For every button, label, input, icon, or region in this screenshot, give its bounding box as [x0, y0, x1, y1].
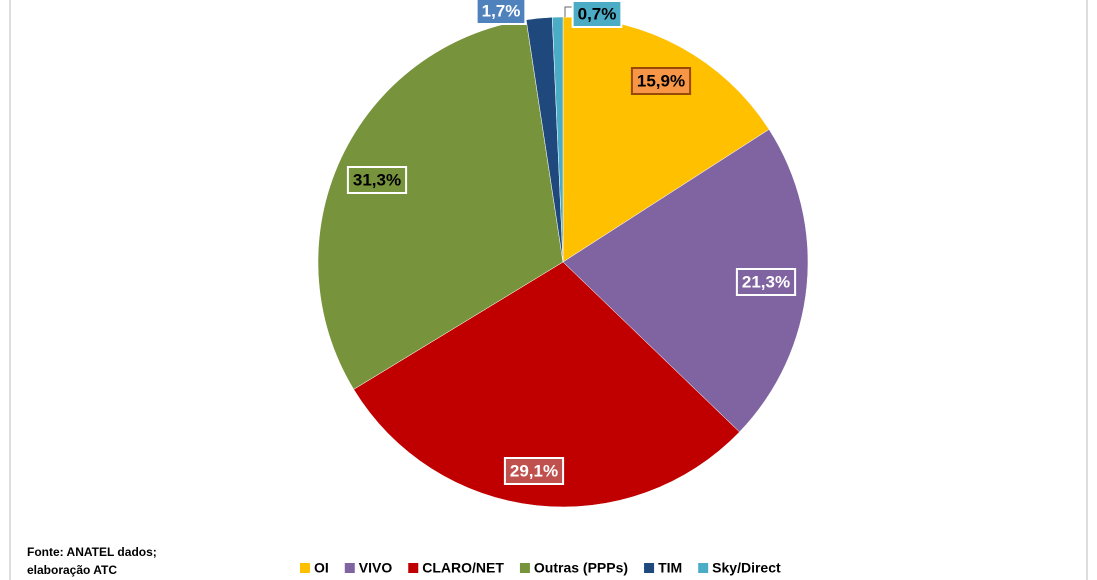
label-box — [475, 0, 527, 25]
legend-swatch — [300, 563, 310, 573]
label-box — [571, 0, 623, 28]
value-label: 0,7% — [578, 4, 617, 23]
label-box — [630, 67, 692, 95]
legend-swatch — [644, 563, 655, 573]
value-label: 31,3% — [353, 170, 401, 189]
pie-slice — [353, 261, 740, 508]
value-label: 21,3% — [742, 272, 790, 291]
chart-frame — [9, 0, 1088, 580]
legend-label: OI — [314, 560, 329, 576]
legend-label: CLARO/NET — [422, 560, 504, 576]
label-box — [503, 457, 565, 485]
legend-label: TIM — [658, 560, 682, 576]
label-box — [735, 268, 797, 296]
value-label: 1,7% — [482, 1, 521, 20]
value-label: 29,1% — [510, 461, 558, 480]
legend-swatch — [344, 563, 355, 573]
label-box — [346, 166, 408, 194]
pie-slice — [562, 129, 809, 433]
leader-line — [564, 6, 572, 17]
pie-slice — [551, 16, 564, 263]
legend-label: VIVO — [359, 560, 393, 576]
legend-swatch — [698, 563, 709, 573]
legend-label: Sky/Direct — [712, 560, 781, 576]
value-label: 15,9% — [637, 71, 685, 90]
source-line: elaboração ATC — [27, 563, 117, 577]
legend-swatch — [408, 563, 419, 573]
legend-label: Outras (PPPs) — [534, 560, 628, 576]
pie-slice — [317, 19, 564, 390]
legend-swatch — [519, 563, 530, 573]
source-line: Fonte: ANATEL dados; — [27, 545, 157, 559]
